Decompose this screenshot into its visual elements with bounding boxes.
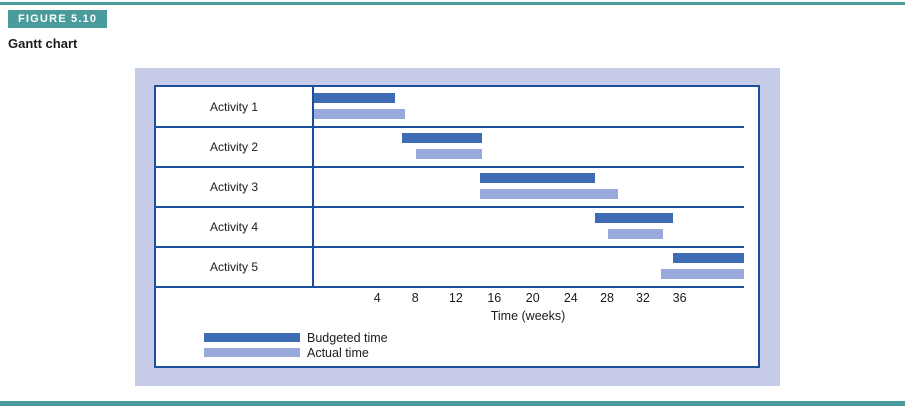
chart-panel: Activity 1 Activity 2 Activity 3 Activity 4…: [135, 68, 780, 386]
actual-bar: [660, 269, 744, 279]
actual-bar: [608, 229, 663, 239]
label-plot-divider: [312, 87, 314, 287]
figure-number-tag: FIGURE 5.10: [8, 10, 108, 28]
axis-tick-label: 36: [672, 291, 687, 305]
legend-item: Budgeted time: [204, 330, 388, 345]
bottom-rule: [0, 401, 905, 406]
legend-label: Actual time: [307, 345, 369, 360]
budgeted-bar: [480, 173, 596, 183]
x-axis-title: Time (weeks): [490, 309, 566, 323]
row-separator: [156, 246, 744, 248]
axis-tick-label: 28: [600, 291, 614, 305]
budgeted-bar: [402, 133, 483, 143]
top-rule: [0, 2, 905, 5]
axis-tick-label: 8: [411, 291, 419, 305]
actual-bar: [312, 109, 406, 119]
gantt-rows: Activity 1 Activity 2 Activity 3 Activity 4…: [156, 87, 758, 288]
figure-title: Gantt chart: [8, 36, 78, 51]
actual-bar: [416, 149, 483, 159]
row-separator: [156, 126, 744, 128]
legend-swatch-budgeted: [204, 333, 300, 342]
activity-label: Activity 3: [209, 180, 258, 194]
axis-tick-label: 20: [525, 291, 540, 305]
activity-label: Activity 4: [209, 220, 258, 234]
axis-tick-label: 4: [373, 291, 381, 305]
actual-bar: [480, 189, 619, 199]
budgeted-bar: [594, 213, 673, 223]
axis-tick-label: 12: [448, 291, 463, 305]
legend-swatch-actual: [204, 348, 300, 357]
axis-line: [156, 286, 744, 288]
activity-label: Activity 2: [209, 140, 258, 154]
legend-item: Actual time: [204, 345, 388, 360]
budgeted-bar: [312, 93, 396, 103]
legend-label: Budgeted time: [307, 330, 388, 345]
row-separator: [156, 166, 744, 168]
row-separator: [156, 206, 744, 208]
activity-label: Activity 1: [209, 100, 258, 114]
gantt-chart: Activity 1 Activity 2 Activity 3 Activity 4…: [154, 85, 760, 368]
gantt-axis: Time (weeks) Budgeted time Actual time 4 8…: [156, 287, 758, 364]
activity-label: Activity 5: [209, 260, 258, 274]
axis-tick-label: 16: [487, 291, 502, 305]
legend: Budgeted time Actual time: [204, 330, 388, 360]
budgeted-bar: [672, 253, 744, 263]
axis-tick-label: 32: [635, 291, 650, 305]
axis-tick-label: 24: [563, 291, 578, 305]
